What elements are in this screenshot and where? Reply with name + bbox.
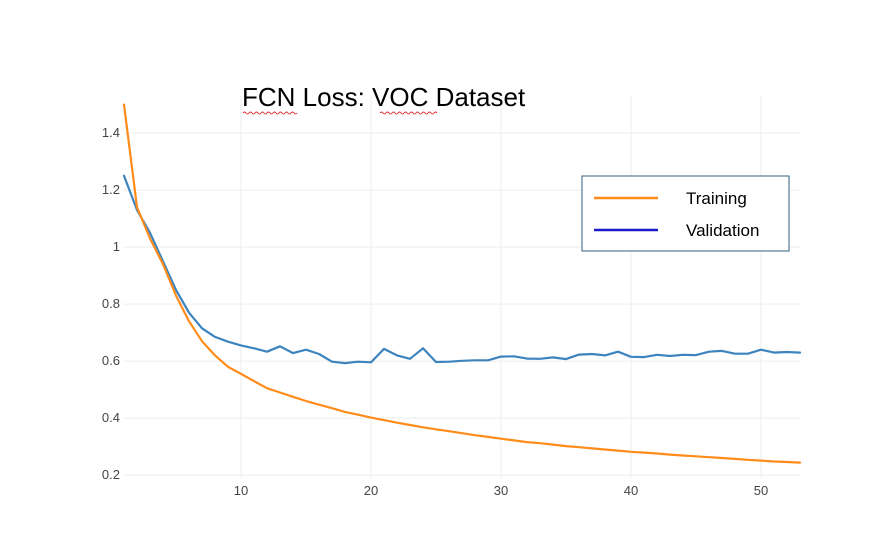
- series-line-validation: [122, 174, 802, 365]
- x-tick-label: 10: [234, 483, 248, 498]
- chart-title: FCN Loss: VOC Dataset: [242, 82, 526, 112]
- x-tick-label: 40: [624, 483, 638, 498]
- series-lines: [122, 103, 802, 464]
- legend-box: [581, 175, 790, 252]
- y-tick-label: 0.6: [102, 353, 120, 368]
- legend-label-training: Training: [686, 189, 747, 208]
- y-tick-label: 0.2: [102, 467, 120, 482]
- gridlines: [124, 96, 800, 478]
- legend-label-validation: Validation: [686, 221, 759, 240]
- y-tick-label: 0.8: [102, 296, 120, 311]
- spellcheck-underline-voc: [379, 111, 438, 115]
- legend: Training Validation: [581, 175, 790, 252]
- y-tick-label: 0.4: [102, 410, 120, 425]
- x-tick-label: 20: [364, 483, 378, 498]
- x-axis-tick-labels: 10 20 30 40 50: [234, 483, 768, 498]
- y-tick-label: 1.2: [102, 182, 120, 197]
- y-tick-label: 1: [113, 239, 120, 254]
- spellcheck-underline-fcn: [242, 111, 298, 115]
- y-tick-label: 1.4: [102, 125, 120, 140]
- series-line-training: [122, 103, 802, 464]
- x-tick-label: 30: [494, 483, 508, 498]
- y-axis-tick-labels: 0.2 0.4 0.6 0.8 1 1.2 1.4: [102, 125, 120, 482]
- x-tick-label: 50: [754, 483, 768, 498]
